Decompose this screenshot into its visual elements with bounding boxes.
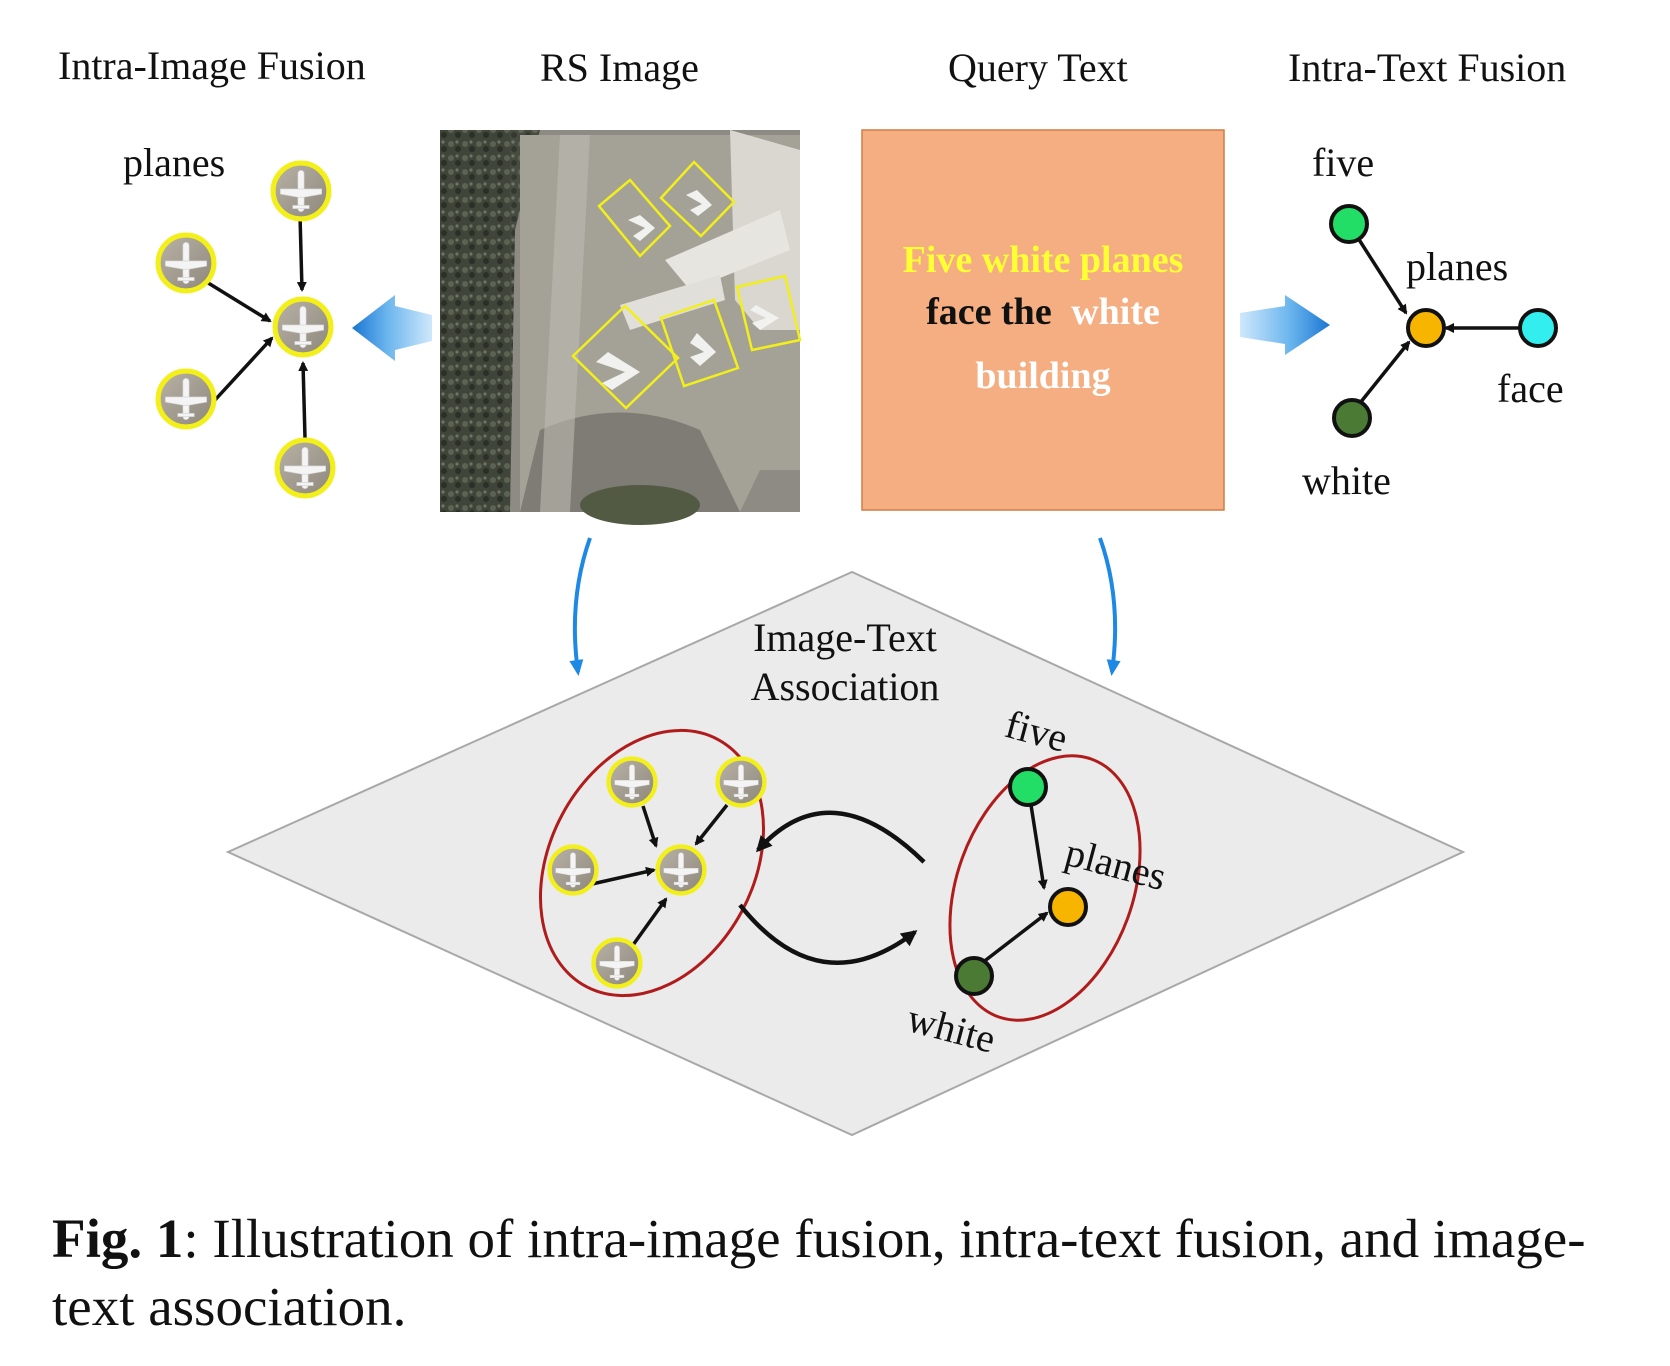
blue-arrow-left-icon xyxy=(352,295,432,361)
assoc-edge-white-to-planes xyxy=(980,911,1049,965)
label-five: five xyxy=(1312,140,1374,185)
figure-caption: Fig. 1: Illustration of intra-image fusi… xyxy=(52,1205,1632,1341)
intra-image-graph: planes xyxy=(123,140,333,496)
label-planes: planes xyxy=(1406,244,1508,289)
plane-node-icon xyxy=(609,759,656,806)
edge-white-to-planes xyxy=(1358,340,1411,405)
query-box-background xyxy=(861,129,1225,511)
association-title-line-1: Image-Text xyxy=(753,615,937,660)
assoc-image-edge xyxy=(694,803,729,846)
edge-left-to-center xyxy=(204,279,272,323)
assoc-node-planes xyxy=(1048,887,1088,927)
intra-text-graph: five planes face white xyxy=(1302,140,1564,503)
label-face: face xyxy=(1497,366,1564,411)
plane-node-icon xyxy=(158,371,214,427)
assoc-node-white xyxy=(954,956,994,996)
edge-five-to-planes xyxy=(1356,237,1408,315)
plane-node-icon xyxy=(158,235,214,291)
plane-node-icon xyxy=(550,847,597,894)
assoc-arrow-text-to-image xyxy=(755,810,926,864)
blue-curve-arrow-left-icon xyxy=(569,537,592,676)
association-title-line-2: Association xyxy=(751,664,940,709)
assoc-image-edge xyxy=(641,805,659,848)
node-five xyxy=(1329,204,1369,244)
assoc-edge-five-to-planes xyxy=(1029,804,1048,890)
caption-prefix: Fig. 1 xyxy=(52,1208,184,1269)
query-text-box: Five white planes face the white buildin… xyxy=(861,129,1225,511)
edge-top-to-center xyxy=(296,214,307,292)
assoc-node-five xyxy=(1008,767,1048,807)
intra-image-fusion-title: Intra-Image Fusion xyxy=(58,43,366,88)
assoc-image-edge xyxy=(631,897,668,947)
query-text-title: Query Text xyxy=(948,45,1128,90)
plane-node-icon xyxy=(277,440,333,496)
rs-image-title: RS Image xyxy=(540,45,699,90)
plane-node-icon xyxy=(594,940,641,987)
query-line-2-black: face the xyxy=(926,291,1052,333)
blue-curve-arrow-right-icon xyxy=(1098,537,1121,676)
edge-lower-left-to-center xyxy=(213,336,274,402)
query-line-2: face the white xyxy=(926,291,1160,333)
edge-bottom-to-center xyxy=(298,361,309,439)
blue-arrow-right-icon xyxy=(1240,295,1330,355)
query-line-1: Five white planes xyxy=(903,239,1184,281)
plane-node-icon xyxy=(275,299,331,355)
association-plane: Image-Text Association five planes white xyxy=(225,570,1466,1137)
association-plane-surface xyxy=(225,570,1466,1137)
node-planes xyxy=(1406,308,1446,348)
plane-node-icon xyxy=(658,847,705,894)
plane-node-icon xyxy=(273,163,329,219)
label-white: white xyxy=(1302,458,1391,503)
intra-image-planes-label: planes xyxy=(123,140,225,185)
node-white xyxy=(1332,398,1372,438)
query-line-2-white: white xyxy=(1071,291,1160,333)
intra-text-fusion-title: Intra-Text Fusion xyxy=(1288,45,1567,90)
node-face xyxy=(1518,308,1558,348)
assoc-image-edge xyxy=(591,866,656,886)
text-graph-ellipse xyxy=(948,754,1142,1022)
rs-image xyxy=(440,130,802,525)
assoc-arrow-image-to-text xyxy=(738,903,918,965)
plane-node-icon xyxy=(718,759,765,806)
query-line-3: building xyxy=(975,355,1110,397)
caption-text: : Illustration of intra-image fusion, in… xyxy=(52,1208,1586,1337)
